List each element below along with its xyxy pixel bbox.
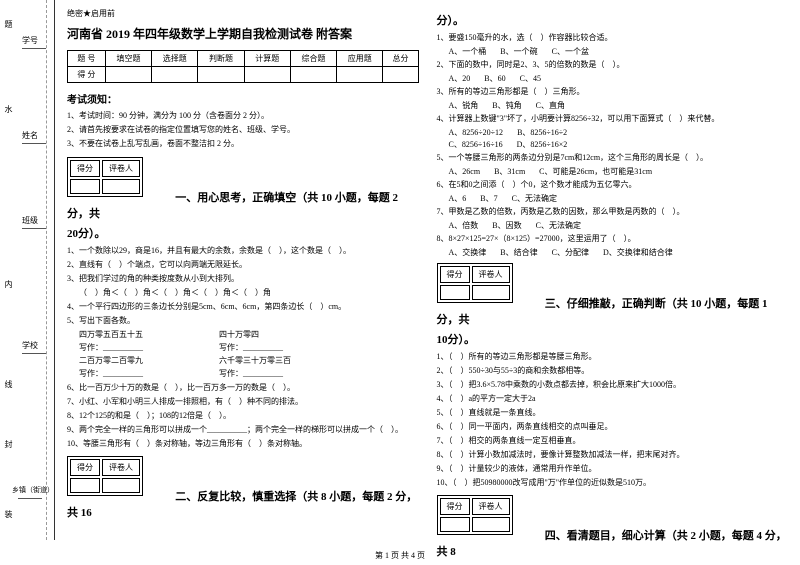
notice-item: 3、不要在试卷上乱写乱画，卷面不整洁扣 2 分。 bbox=[67, 138, 419, 149]
question: 10、（ ）把50980000改写成用"万"作单位的近似数是510万。 bbox=[437, 477, 789, 489]
score-table: 题 号 填空题 选择题 判断题 计算题 综合题 应用题 总分 得 分 bbox=[67, 50, 419, 83]
content-area: 绝密★启用前 河南省 2019 年四年级数学上学期自我检测试卷 附答案 题 号 … bbox=[55, 0, 800, 540]
cell: 题 号 bbox=[68, 51, 106, 67]
cell: 得分 bbox=[70, 459, 100, 476]
cell: 得分 bbox=[440, 266, 470, 283]
gutter-label: 姓名 bbox=[22, 130, 38, 141]
question: 9、两个完全一样的三角形可以拼成一个__________；两个完全一样的梯形可以… bbox=[67, 424, 419, 436]
question: 3、把我们学过的角的种类按度数从小到大排列。 bbox=[67, 273, 419, 285]
options: A、26cmB、31cmC、可能是26cm，也可能是31cm bbox=[449, 166, 789, 177]
score-mini: 得分 评卷人 bbox=[67, 456, 143, 496]
cell: 评卷人 bbox=[102, 459, 140, 476]
section-heading: 20分）。 bbox=[67, 225, 419, 241]
options: A、交换律B、结合律C、分配律D、交换律和结合律 bbox=[449, 247, 789, 258]
cell: 得分 bbox=[440, 498, 470, 515]
question: 7、甲数是乙数的倍数，丙数是乙数的因数，那么甲数是丙数的（ ）。 bbox=[437, 206, 789, 218]
cell: 评卷人 bbox=[102, 160, 140, 177]
num-row: 写作：__________写作：__________ bbox=[79, 342, 419, 354]
gutter-mark: 水 bbox=[3, 105, 14, 115]
gutter-mark: 内 bbox=[3, 280, 14, 290]
question: 5、（ ）直线就是一条直线。 bbox=[437, 407, 789, 419]
cell: 选择题 bbox=[152, 51, 198, 67]
num-row: 四万零五百五十五四十万零四 bbox=[79, 329, 419, 341]
options: C、8256÷16÷16D、8256÷16×2 bbox=[449, 139, 789, 150]
notice-heading: 考试须知： bbox=[67, 91, 419, 106]
question: 2、（ ）550÷30与55÷3的商和余数都相等。 bbox=[437, 365, 789, 377]
dash-line bbox=[46, 0, 47, 540]
cell: 评卷人 bbox=[472, 266, 510, 283]
question: 6、比一百万少十万的数是（ ），比一百万多一万的数是（ ）。 bbox=[67, 382, 419, 394]
section-heading: 10分）。 bbox=[437, 331, 789, 347]
options: A、20B、60C、45 bbox=[449, 73, 789, 84]
gutter-label: 学校 bbox=[22, 340, 38, 351]
question-sub: （ ）角＜（ ）角＜（ ）角＜（ ）角＜（ ）角 bbox=[79, 287, 419, 299]
question: 6、（ ）同一平面内，两条直线相交的点叫垂足。 bbox=[437, 421, 789, 433]
gutter-underline bbox=[22, 353, 46, 354]
gutter-underline bbox=[22, 228, 46, 229]
secret-label: 绝密★启用前 bbox=[67, 8, 419, 19]
num-row: 二百万零二百零九六千零三十万零三百 bbox=[79, 355, 419, 367]
question: 3、（ ）把3.6×5.78中乘数的小数点都去掉，积会比原来扩大1000倍。 bbox=[437, 379, 789, 391]
question: 5、一个等腰三角形的两条边分别是7cm和12cm，这个三角形的周长是（ ）。 bbox=[437, 152, 789, 164]
left-column: 绝密★启用前 河南省 2019 年四年级数学上学期自我检测试卷 附答案 题 号 … bbox=[67, 8, 419, 536]
question: 8、（ ）计算小数加减法时，要像计算整数加减法一样，把末尾对齐。 bbox=[437, 449, 789, 461]
score-mini: 得分 评卷人 bbox=[67, 157, 143, 197]
cell: 评卷人 bbox=[472, 498, 510, 515]
exam-title: 河南省 2019 年四年级数学上学期自我检测试卷 附答案 bbox=[67, 25, 419, 42]
question: 6、在5和0之间添（ ）个0，这个数才能成为五亿零六。 bbox=[437, 179, 789, 191]
notice-item: 1、考试时间：90 分钟，满分为 100 分（含卷面分 2 分）。 bbox=[67, 110, 419, 121]
table-row: 题 号 填空题 选择题 判断题 计算题 综合题 应用题 总分 bbox=[68, 51, 419, 67]
notice-item: 2、请首先按要求在试卷的指定位置填写您的姓名、班级、学号。 bbox=[67, 124, 419, 135]
right-column: 分）。 1、要盛150毫升的水，选（ ）作容器比较合适。 A、一个桶B、一个碗C… bbox=[437, 8, 789, 536]
gutter-label: 班级 bbox=[22, 215, 38, 226]
gutter-label: 乡镇（街道） bbox=[12, 485, 54, 495]
question: 5、写出下面各数。 bbox=[67, 315, 419, 327]
question: 4、（ ）a的平方一定大于2a bbox=[437, 393, 789, 405]
table-row: 得 分 bbox=[68, 67, 419, 83]
section-heading: 分）。 bbox=[437, 12, 789, 28]
score-mini: 得分 评卷人 bbox=[437, 495, 513, 535]
question: 4、计算器上数键"3"坏了，小明要计算8256÷32，可以用下面算式（ ）来代替… bbox=[437, 113, 789, 125]
question: 7、（ ）相交的两条直线一定互相垂直。 bbox=[437, 435, 789, 447]
cell: 填空题 bbox=[105, 51, 151, 67]
question: 7、小红、小军和小明三人排成一排照相，有（ ）种不同的排法。 bbox=[67, 396, 419, 408]
num-row: 写作：__________写作：__________ bbox=[79, 368, 419, 380]
gutter-underline bbox=[22, 143, 46, 144]
question: 2、下面的数中，同时是2、3、5的倍数的数是（ ）。 bbox=[437, 59, 789, 71]
options: A、倍数B、因数C、无法确定 bbox=[449, 220, 789, 231]
cell: 综合题 bbox=[290, 51, 336, 67]
gutter-mark: 封 bbox=[3, 440, 14, 450]
question: 1、一个数除以29，商是16，并且有最大的余数，余数是（ ），这个数是（ ）。 bbox=[67, 245, 419, 257]
gutter-underline bbox=[18, 498, 42, 499]
gutter-mark: 线 bbox=[3, 380, 14, 390]
options: A、锐角B、钝角C、直角 bbox=[449, 100, 789, 111]
question: 8、8×27×125=27×（8×125）=27000，这里运用了（ ）。 bbox=[437, 233, 789, 245]
question: 1、（ ）所有的等边三角形都是等腰三角形。 bbox=[437, 351, 789, 363]
question: 2、直线有（ ）个端点，它可以向两端无限延长。 bbox=[67, 259, 419, 271]
question: 4、一个平行四边形的三条边长分别是5cm、6cm、6cm，第四条边长（ ）cm。 bbox=[67, 301, 419, 313]
cell: 得分 bbox=[70, 160, 100, 177]
gutter-underline bbox=[22, 48, 46, 49]
cell: 计算题 bbox=[244, 51, 290, 67]
question: 8、12个125的和是（ ）；108的12倍是（ ）。 bbox=[67, 410, 419, 422]
cell: 应用题 bbox=[337, 51, 383, 67]
gutter-mark: 题 bbox=[3, 20, 14, 30]
gutter-mark: 装 bbox=[3, 510, 14, 520]
cell: 总分 bbox=[383, 51, 418, 67]
options: A、6B、7C、无法确定 bbox=[449, 193, 789, 204]
options: A、8256÷20÷12B、8256÷16÷2 bbox=[449, 127, 789, 138]
question: 9、（ ）计量较少的液体，通常用升作单位。 bbox=[437, 463, 789, 475]
score-mini: 得分 评卷人 bbox=[437, 263, 513, 303]
binding-gutter: 题 学号 水 姓名 班级 内 学校 线 封 乡镇（街道） 装 bbox=[0, 0, 55, 540]
cell: 判断题 bbox=[198, 51, 244, 67]
cell: 得 分 bbox=[68, 67, 106, 83]
question: 1、要盛150毫升的水，选（ ）作容器比较合适。 bbox=[437, 32, 789, 44]
options: A、一个桶B、一个碗C、一个盆 bbox=[449, 46, 789, 57]
question: 10、等腰三角形有（ ）条对称轴，等边三角形有（ ）条对称轴。 bbox=[67, 438, 419, 450]
gutter-label: 学号 bbox=[22, 35, 38, 46]
question: 3、所有的等边三角形都是（ ）三角形。 bbox=[437, 86, 789, 98]
page-number: 第 1 页 共 4 页 bbox=[0, 550, 800, 561]
